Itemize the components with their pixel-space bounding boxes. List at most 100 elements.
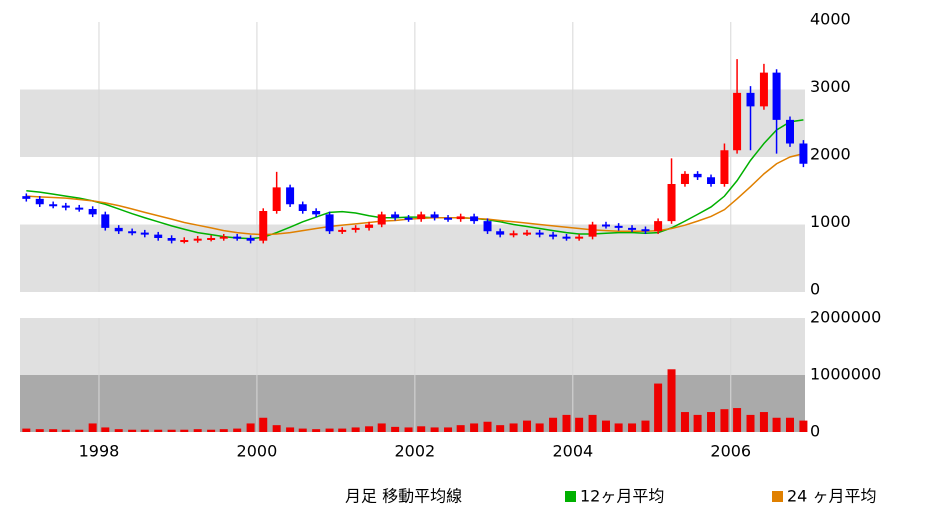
candle-body [246,238,255,241]
volume-bar [286,427,295,432]
candle-body [128,231,137,234]
volume-bar [22,428,31,432]
y-tick-label: 1000 [810,212,851,231]
candle-body [720,150,729,184]
volume-bar [167,429,176,432]
volume-bar [312,429,321,432]
y-tick-label: 2000 [810,145,851,164]
candle-body [575,236,584,239]
volume-bar [614,423,623,432]
volume-bar [588,414,597,432]
volume-bar [154,429,163,432]
candle-body [193,238,202,241]
x-tick-label: 2002 [395,442,436,461]
candle-body [785,119,794,144]
candle-body [641,229,650,232]
volume-bar [404,427,413,432]
volume-bar [733,408,742,432]
volume-bar [799,420,808,432]
candle-body [707,177,716,184]
volume-bar [140,429,149,432]
candle-body [509,233,518,236]
candle-body [523,232,532,235]
volume-bar [377,423,386,432]
volume-bar [391,426,400,432]
volume-bar [759,412,768,432]
candle-body [417,214,426,220]
band [20,157,805,225]
candle-body [286,187,295,205]
y-tick-label: 2000000 [810,308,881,327]
candle-body [654,221,663,232]
candle-body [496,231,505,235]
volume-bar [246,423,255,432]
candle-body [35,198,44,205]
volume-bar [509,423,518,432]
candle-body [259,211,268,241]
legend-swatch [565,491,576,502]
x-tick-label: 2004 [552,442,593,461]
volume-bar [259,417,268,432]
volume-bar [430,427,439,432]
volume-bar [49,429,58,432]
volume-bar [601,420,610,432]
candle-body [167,238,176,241]
candle-body [444,217,453,220]
x-tick-label: 2000 [237,442,278,461]
candle-body [140,232,149,235]
volume-bar [772,417,781,432]
candle-body [233,236,242,239]
volume-bar [233,428,242,432]
candle-body [114,227,123,232]
band [20,224,805,292]
candle-body [746,92,755,107]
candle-body [456,216,465,220]
candle-body [667,184,676,222]
legend-title: 月足 移動平均線 [345,487,462,506]
volume-bar [720,409,729,432]
candle-body [772,72,781,120]
y-tick-label: 1000000 [810,365,881,384]
candle-body [430,214,439,218]
candle-body [483,221,492,232]
candle-body [219,236,228,239]
candle-body [693,173,702,178]
volume-bar [114,429,123,432]
band [20,89,805,157]
volume-bar [35,429,44,432]
candle-body [759,72,768,107]
candle-body [101,214,110,228]
candle-body [75,207,84,210]
volume-bar [417,426,426,432]
volume-bar [680,412,689,432]
candle-body [799,143,808,164]
volume-bar [88,423,97,432]
volume-bar [180,429,189,432]
candle-body [338,229,347,232]
volume-bar [338,428,347,432]
volume-bar [298,428,307,432]
y-tick-label: 3000 [810,77,851,96]
candle-body [180,240,189,243]
volume-bar [746,414,755,432]
candle-body [377,214,386,225]
legend-label: 24 ヶ月平均 [787,487,876,506]
volume-bar [523,420,532,432]
volume-bar [351,427,360,432]
candle-body [325,214,334,232]
volume-bar [207,429,216,432]
candle-body [470,216,479,222]
volume-bar [667,369,676,432]
candle-body [404,217,413,220]
legend-label: 12ヶ月平均 [580,487,664,506]
volume-bar [483,421,492,432]
candle-body [601,224,610,227]
volume-bar [365,426,374,432]
volume-bar [654,383,663,432]
moving-average-line [26,119,804,240]
volume-bar [496,425,505,432]
candle-body [351,227,360,230]
candle-body [207,238,216,240]
candle-body [154,234,163,238]
